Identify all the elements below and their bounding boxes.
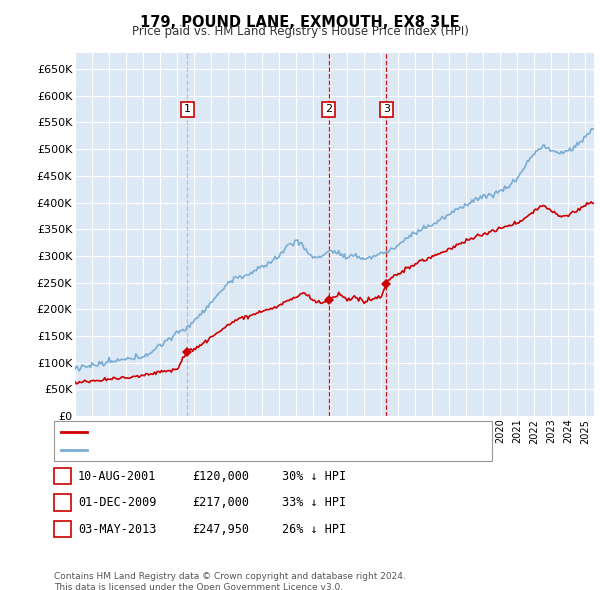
- Text: Contains HM Land Registry data © Crown copyright and database right 2024.
This d: Contains HM Land Registry data © Crown c…: [54, 572, 406, 590]
- Text: 179, POUND LANE, EXMOUTH, EX8 3LE: 179, POUND LANE, EXMOUTH, EX8 3LE: [140, 15, 460, 30]
- Text: 2: 2: [325, 104, 332, 114]
- Text: 33% ↓ HPI: 33% ↓ HPI: [282, 496, 346, 509]
- Text: £217,000: £217,000: [192, 496, 249, 509]
- Text: Price paid vs. HM Land Registry's House Price Index (HPI): Price paid vs. HM Land Registry's House …: [131, 25, 469, 38]
- Text: 01-DEC-2009: 01-DEC-2009: [78, 496, 157, 509]
- Text: 179, POUND LANE, EXMOUTH, EX8 3LE (detached house): 179, POUND LANE, EXMOUTH, EX8 3LE (detac…: [90, 428, 388, 438]
- Text: 26% ↓ HPI: 26% ↓ HPI: [282, 523, 346, 536]
- Text: HPI: Average price, detached house, East Devon: HPI: Average price, detached house, East…: [90, 445, 342, 455]
- Text: £247,950: £247,950: [192, 523, 249, 536]
- Text: £120,000: £120,000: [192, 470, 249, 483]
- Text: 1: 1: [184, 104, 191, 114]
- Text: 2: 2: [59, 498, 66, 507]
- Text: 3: 3: [383, 104, 390, 114]
- Text: 30% ↓ HPI: 30% ↓ HPI: [282, 470, 346, 483]
- Text: 3: 3: [59, 525, 66, 534]
- Text: 03-MAY-2013: 03-MAY-2013: [78, 523, 157, 536]
- Text: 1: 1: [59, 471, 66, 481]
- Text: 10-AUG-2001: 10-AUG-2001: [78, 470, 157, 483]
